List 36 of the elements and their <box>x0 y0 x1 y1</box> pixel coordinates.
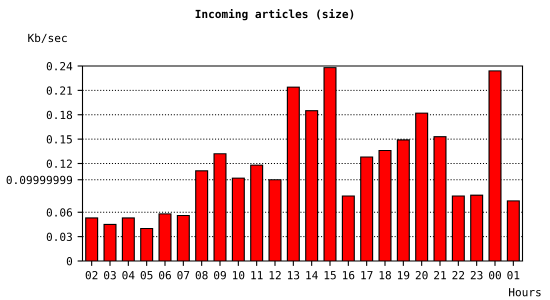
x-tick-label: 19 <box>398 270 410 280</box>
y-tick-label: 0.18 <box>46 110 72 120</box>
x-tick-label: 05 <box>140 270 152 280</box>
x-tick-label: 12 <box>270 270 281 280</box>
x-tick-label: 03 <box>104 270 116 280</box>
x-tick-label: 04 <box>122 270 134 280</box>
x-tick-label: 06 <box>159 270 171 280</box>
x-tick-label: 08 <box>196 270 208 280</box>
x-tick-label: 10 <box>232 270 244 280</box>
x-tick-label: 15 <box>324 271 336 280</box>
x-tick-label: 21 <box>434 270 446 280</box>
y-tick-label: 0.15 <box>46 135 72 144</box>
x-tick-label: 00 <box>489 270 501 280</box>
y-tick-label: 0.12 <box>46 160 72 168</box>
x-tick-label: 16 <box>342 270 354 280</box>
x-tick-label: 14 <box>306 271 318 280</box>
x-tick-label: 20 <box>416 270 428 280</box>
x-tick-label: 22 <box>452 270 464 280</box>
x-tick-label: 13 <box>288 270 300 280</box>
y-tick-label: 0.03 <box>46 232 72 242</box>
y-tick-label: 0.06 <box>46 208 72 217</box>
x-tick-label: 18 <box>380 270 391 280</box>
x-tick-label: 17 <box>361 271 373 280</box>
x-tick-label: 23 <box>470 270 483 280</box>
x-tick-label: 07 <box>177 270 190 280</box>
y-tick-label: 0 <box>66 257 72 266</box>
x-tick-label: 09 <box>214 270 226 280</box>
y-tick-label: 0.21 <box>46 86 72 95</box>
x-tick-label: 11 <box>251 271 263 280</box>
y-tick-label: 0.09999999 <box>6 176 72 184</box>
y-tick-label: 0.24 <box>46 62 72 70</box>
chart-title: Incoming articles (size) <box>196 8 354 20</box>
x-tick-label: 01 <box>507 270 520 280</box>
y-axis-title: Kb/sec <box>28 34 67 44</box>
x-axis-title: Hours <box>509 288 541 296</box>
x-tick-label: 02 <box>86 270 98 280</box>
